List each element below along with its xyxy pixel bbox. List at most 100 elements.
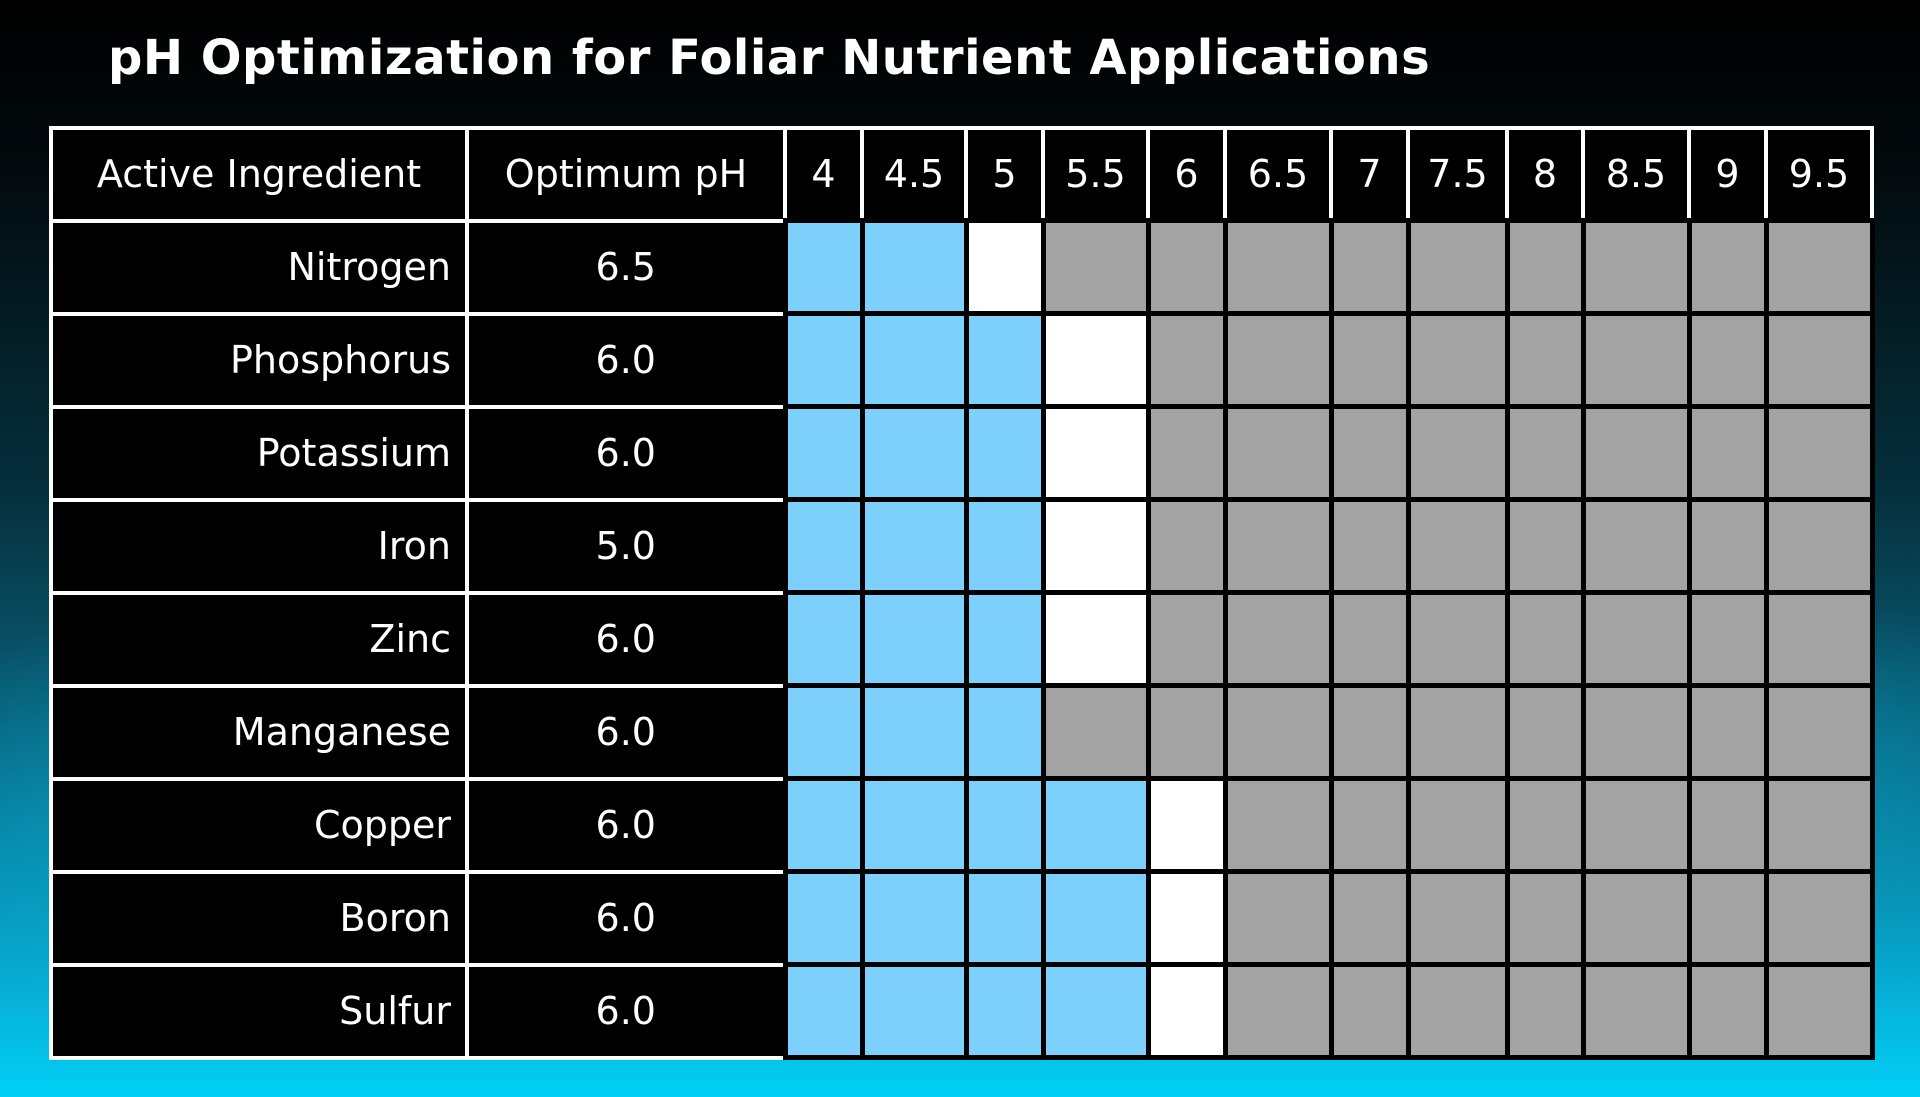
ph-cell-5.5 — [1040, 218, 1151, 316]
ph-cell-8.5 — [1580, 311, 1692, 409]
ph-cell-9 — [1686, 590, 1769, 688]
ph-cell-6 — [1145, 497, 1228, 595]
table-row: Iron 5.0 — [49, 497, 1875, 595]
ph-cell-8.5 — [1580, 497, 1692, 595]
ph-cell-5.5 — [1040, 497, 1151, 595]
ph-cell-4.5 — [859, 776, 969, 874]
optimum-ph-value: 6.0 — [465, 683, 787, 781]
ph-cell-8 — [1504, 869, 1586, 967]
table-row: Manganese 6.0 — [49, 683, 1875, 781]
table-row: Phosphorus 6.0 — [49, 311, 1875, 409]
ingredient-name: Manganese — [49, 683, 469, 781]
ph-cell-4.5 — [859, 497, 969, 595]
ph-cell-5 — [963, 218, 1046, 316]
ph-cell-7.5 — [1405, 311, 1510, 409]
optimum-ph-value: 6.0 — [465, 404, 787, 502]
ingredient-name: Nitrogen — [49, 218, 469, 316]
ph-cell-4 — [782, 218, 865, 316]
ph-cell-5 — [963, 497, 1046, 595]
ph-cell-9.5 — [1763, 218, 1875, 316]
header-active-ingredient: Active Ingredient — [49, 126, 469, 223]
ph-cell-8 — [1504, 218, 1586, 316]
ph-cell-4.5 — [859, 869, 969, 967]
ph-cell-5.5 — [1040, 776, 1151, 874]
ph-cell-9.5 — [1763, 776, 1875, 874]
ph-cell-7.5 — [1405, 776, 1510, 874]
ph-cell-6.5 — [1222, 683, 1334, 781]
ph-cell-4.5 — [859, 218, 969, 316]
optimum-ph-value: 6.0 — [465, 311, 787, 409]
ph-cell-9 — [1686, 218, 1769, 316]
ph-cell-6.5 — [1222, 776, 1334, 874]
ph-cell-7 — [1328, 962, 1411, 1060]
ph-cell-4 — [782, 590, 865, 688]
header-ph-4.5: 4.5 — [860, 126, 968, 223]
ph-cell-4 — [782, 311, 865, 409]
ph-cell-4 — [782, 869, 865, 967]
ph-cell-9.5 — [1763, 962, 1875, 1060]
ph-cell-6 — [1145, 218, 1228, 316]
ph-cell-9 — [1686, 962, 1769, 1060]
header-ph-7: 7 — [1329, 126, 1410, 223]
ph-cell-4.5 — [859, 311, 969, 409]
ph-cell-7 — [1328, 869, 1411, 967]
header-ph-9.5: 9.5 — [1764, 126, 1874, 223]
ph-cell-9 — [1686, 497, 1769, 595]
ph-cell-4 — [782, 683, 865, 781]
ph-cell-7 — [1328, 590, 1411, 688]
header-ph-6.5: 6.5 — [1223, 126, 1333, 223]
ph-cell-9.5 — [1763, 311, 1875, 409]
table-row: Nitrogen 6.5 — [49, 218, 1875, 316]
ingredient-name: Sulfur — [49, 962, 469, 1060]
ph-cell-8 — [1504, 311, 1586, 409]
ph-cell-5 — [963, 404, 1046, 502]
ph-cell-9.5 — [1763, 683, 1875, 781]
ph-cell-8.5 — [1580, 590, 1692, 688]
header-ph-7.5: 7.5 — [1406, 126, 1509, 223]
ph-cell-9.5 — [1763, 497, 1875, 595]
ph-cell-6.5 — [1222, 497, 1334, 595]
ph-cell-7 — [1328, 404, 1411, 502]
header-ph-8: 8 — [1505, 126, 1585, 223]
header-row: Active Ingredient Optimum pH 4 4.5 5 5.5 6 6.… — [49, 126, 1874, 223]
ph-cell-6 — [1145, 590, 1228, 688]
ph-cell-9.5 — [1763, 404, 1875, 502]
ph-cell-5.5 — [1040, 404, 1151, 502]
ph-cell-5.5 — [1040, 311, 1151, 409]
ph-cell-7.5 — [1405, 497, 1510, 595]
table-row: Boron 6.0 — [49, 869, 1875, 967]
ph-cell-4 — [782, 776, 865, 874]
ph-cell-7.5 — [1405, 218, 1510, 316]
ph-cell-6 — [1145, 776, 1228, 874]
ph-cell-7 — [1328, 497, 1411, 595]
ph-cell-8 — [1504, 404, 1586, 502]
ph-cell-8 — [1504, 497, 1586, 595]
ph-cell-6.5 — [1222, 869, 1334, 967]
ph-cell-6.5 — [1222, 311, 1334, 409]
header-ph-8.5: 8.5 — [1581, 126, 1691, 223]
ph-table: Active Ingredient Optimum pH 4 4.5 5 5.5 6 6.… — [49, 126, 1875, 1060]
ph-cell-8 — [1504, 590, 1586, 688]
ingredient-name: Phosphorus — [49, 311, 469, 409]
ph-cell-8.5 — [1580, 869, 1692, 967]
ph-cell-5 — [963, 776, 1046, 874]
header-ph-9: 9 — [1687, 126, 1768, 223]
ph-cell-6 — [1145, 404, 1228, 502]
optimum-ph-value: 6.0 — [465, 869, 787, 967]
ph-cell-4.5 — [859, 962, 969, 1060]
ph-cell-9 — [1686, 311, 1769, 409]
ph-cell-7.5 — [1405, 404, 1510, 502]
ph-cell-4 — [782, 962, 865, 1060]
ph-cell-5 — [963, 869, 1046, 967]
ph-cell-9 — [1686, 404, 1769, 502]
ph-cell-7 — [1328, 683, 1411, 781]
ph-cell-6 — [1145, 311, 1228, 409]
ingredient-name: Potassium — [49, 404, 469, 502]
ph-cell-5.5 — [1040, 869, 1151, 967]
ph-cell-7 — [1328, 776, 1411, 874]
ph-cell-7.5 — [1405, 869, 1510, 967]
ph-cell-8.5 — [1580, 962, 1692, 1060]
ph-cell-7.5 — [1405, 962, 1510, 1060]
ph-cell-6.5 — [1222, 404, 1334, 502]
ph-cell-7 — [1328, 218, 1411, 316]
